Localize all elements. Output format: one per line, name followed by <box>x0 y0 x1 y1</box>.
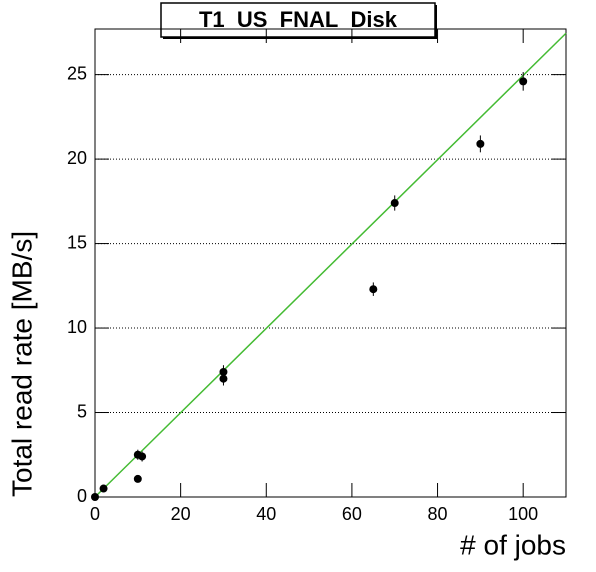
x-tick-label: 80 <box>428 504 448 524</box>
point <box>133 474 142 483</box>
point <box>369 285 378 294</box>
chart-title: T1_US_FNAL_Disk <box>199 7 398 32</box>
y-tick-label: 5 <box>77 401 87 421</box>
fit-line <box>94 32 567 498</box>
point <box>219 374 228 383</box>
x-axis-label: # of jobs <box>460 529 566 560</box>
point <box>519 77 528 86</box>
plot-frame <box>94 28 567 498</box>
point <box>476 139 485 148</box>
y-tick-label: 20 <box>67 148 87 168</box>
point <box>390 199 399 208</box>
point <box>91 493 99 501</box>
x-tick-label: 40 <box>256 504 276 524</box>
y-axis-label: Total read rate [MB/s] <box>6 231 37 497</box>
x-tick-label: 100 <box>508 504 538 524</box>
x-tick-label: 20 <box>171 504 191 524</box>
point <box>138 452 147 461</box>
y-tick-label: 0 <box>77 486 87 506</box>
y-tick-label: 15 <box>67 232 87 252</box>
x-tick-label: 0 <box>90 504 100 524</box>
y-tick-label: 25 <box>67 63 87 83</box>
y-tick-label: 10 <box>67 317 87 337</box>
point <box>99 484 108 493</box>
x-tick-label: 60 <box>342 504 362 524</box>
title-box <box>160 2 436 38</box>
